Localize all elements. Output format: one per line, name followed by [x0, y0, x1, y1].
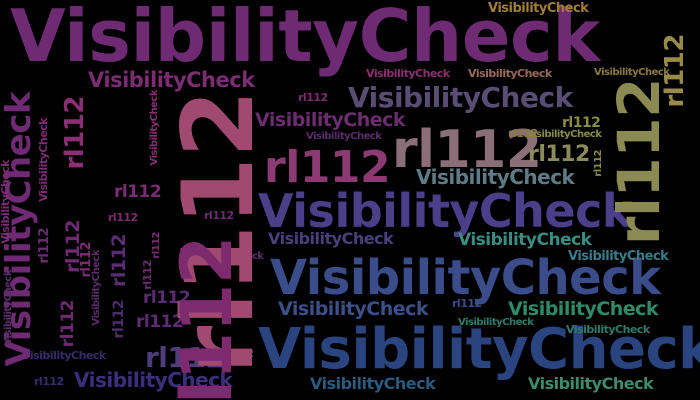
- word-visibilitycheck: VisibilityCheck: [568, 249, 669, 264]
- word-rl112: rl112: [108, 211, 138, 224]
- word-visibilitycheck: VisibilityCheck: [468, 67, 552, 80]
- word-rl112: rl112: [264, 142, 391, 193]
- word-visibilitycheck: VisibilityCheck: [366, 67, 450, 80]
- word-visibilitycheck: VisibilityCheck: [3, 270, 14, 346]
- word-visibilitycheck: VisibilityCheck: [258, 317, 700, 382]
- word-visibilitycheck: VisibilityCheck: [306, 131, 382, 142]
- word-rl112: rl112: [562, 115, 601, 131]
- word-rl112: rl112: [37, 228, 52, 264]
- word-visibilitycheck: VisibilityCheck: [74, 368, 233, 392]
- word-rl112: rl112: [108, 234, 130, 288]
- word-rl112: rl112: [79, 242, 94, 278]
- word-visibilitycheck: VisibilityCheck: [188, 251, 264, 262]
- word-visibilitycheck: VisibilityCheck: [310, 374, 436, 393]
- word-rl112: rl112: [34, 375, 64, 388]
- word-visibilitycheck: VisibilityCheck: [416, 165, 575, 189]
- word-rl112: rl112: [508, 127, 538, 140]
- word-visibilitycheck: VisibilityCheck: [488, 1, 589, 16]
- word-rl112: rl112: [392, 120, 542, 180]
- word-visibilitycheck: VisibilityCheck: [508, 298, 659, 320]
- word-rl112: rl112: [298, 91, 328, 104]
- word-visibilitycheck: VisibilityCheck: [258, 184, 632, 238]
- word-visibilitycheck: VisibilityCheck: [149, 90, 160, 166]
- word-visibilitycheck: VisibilityCheck: [268, 229, 394, 248]
- word-visibilitycheck: VisibilityCheck: [458, 230, 592, 250]
- word-visibilitycheck: VisibilityCheck: [594, 67, 670, 78]
- word-visibilitycheck: VisibilityCheck: [458, 317, 534, 328]
- word-visibilitycheck: VisibilityCheck: [528, 374, 654, 393]
- word-visibilitycheck: VisibilityCheck: [255, 109, 406, 131]
- word-visibilitycheck: VisibilityCheck: [566, 323, 650, 336]
- word-visibilitycheck-title: VisibilityCheck: [10, 0, 600, 78]
- word-rl112: rl112: [58, 300, 78, 348]
- word-visibilitycheck: VisibilityCheck: [348, 81, 573, 114]
- word-rl112: rl112: [204, 209, 234, 222]
- word-visibilitycheck: VisibilityCheck: [278, 298, 429, 320]
- word-rl112: rl112: [452, 297, 482, 310]
- word-visibilitycheck: VisibilityCheck: [37, 118, 50, 202]
- word-rl112: rl112: [141, 260, 154, 290]
- word-visibilitycheck: VisibilityCheck: [0, 160, 12, 244]
- word-rl112: rl112: [136, 312, 184, 332]
- word-visibilitycheck: VisibilityCheck: [270, 250, 661, 306]
- word-rl112: rl112: [166, 236, 248, 400]
- word-rl112: rl112: [593, 150, 604, 177]
- word-visibilitycheck: VisibilityCheck: [22, 349, 106, 362]
- word-visibilitycheck: VisibilityCheck: [88, 68, 255, 92]
- word-rl112: rl112: [660, 34, 690, 108]
- word-rl112: rl112: [145, 341, 225, 374]
- word-rl112: rl112: [143, 288, 191, 308]
- word-rl112: rl112: [114, 182, 162, 202]
- word-rl112: rl112: [111, 300, 127, 339]
- word-rl112: rl112: [528, 142, 590, 167]
- word-rl112: rl112: [151, 232, 162, 259]
- word-visibilitycheck: VisibilityCheck: [526, 129, 602, 140]
- word-rl112: rl112: [224, 347, 254, 360]
- word-rl112: rl112: [60, 96, 90, 170]
